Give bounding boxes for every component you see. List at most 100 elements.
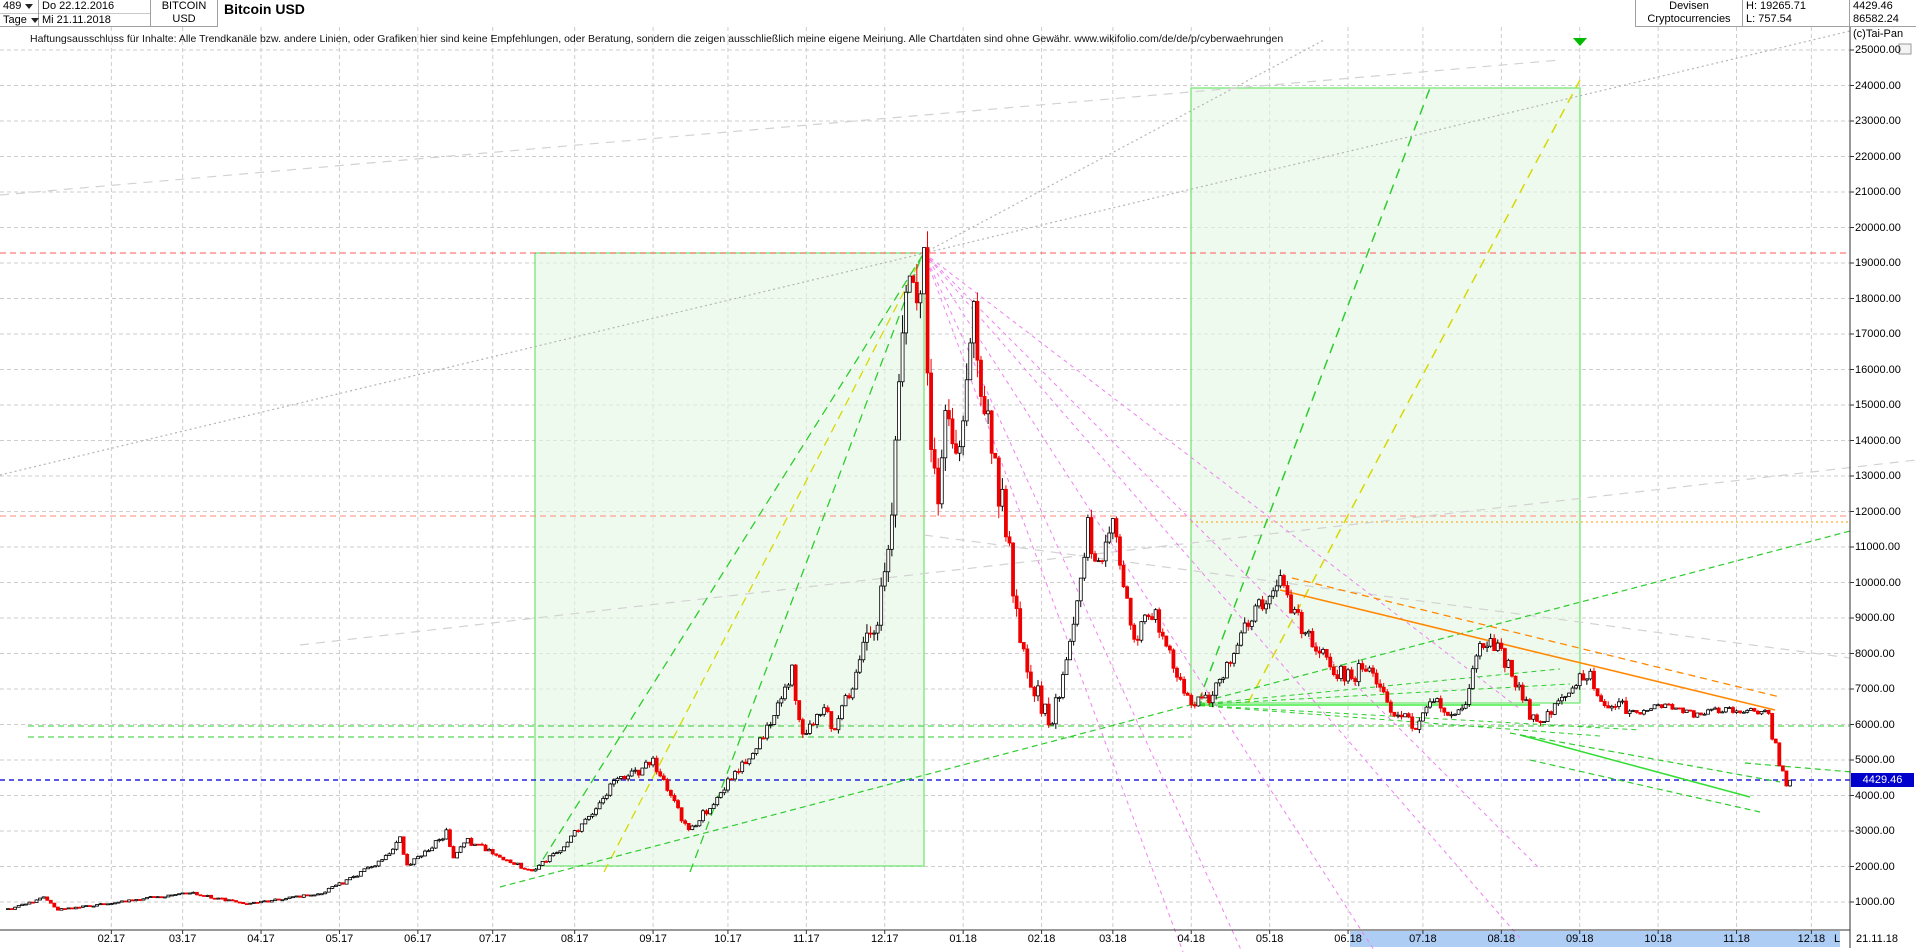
page-title: Bitcoin USD	[224, 1, 305, 17]
magenta-fan-6	[923, 252, 1521, 710]
date-to[interactable]: Mi 21.11.2018	[39, 13, 150, 27]
y-axis-label: 3000.00	[1855, 825, 1895, 837]
last-price-tag: 4429.46	[1851, 773, 1914, 787]
y-axis-label: 16000.00	[1855, 363, 1901, 376]
y-axis-label: 25000.00	[1855, 44, 1901, 56]
x-axis-label-08.17: 08.17	[560, 933, 589, 945]
x-axis-label-05.18: 05.18	[1255, 933, 1284, 945]
gray-dashed-3	[923, 534, 1851, 659]
y-axis-label: 2000.00	[1855, 860, 1895, 873]
y-axis-label: 12000.00	[1855, 505, 1901, 518]
period-label: Tage	[3, 14, 27, 26]
high-low-cell: H: 19265.71 L: 757.54	[1743, 0, 1850, 27]
y-axis-label: 19000.00	[1855, 257, 1901, 269]
zone-2018-projection	[1190, 87, 1581, 704]
x-axis-label-10.18: 10.18	[1644, 933, 1672, 945]
orange-downtrend-solid	[1279, 589, 1776, 711]
x-axis-label-12.18: 12.18	[1797, 933, 1826, 945]
y-axis-label: 11000.00	[1855, 541, 1901, 553]
y-axis-label: 1000.00	[1855, 896, 1895, 908]
y-axis-label: 9000.00	[1855, 612, 1895, 624]
date-from[interactable]: Do 22.12.2016	[42, 0, 115, 12]
period-dropdown[interactable]: Tage	[0, 13, 39, 27]
symbol-cell: BITCOIN USD	[151, 0, 218, 27]
green-channel-bottom	[1529, 759, 1761, 813]
y-axis-label: 18000.00	[1855, 292, 1901, 305]
x-axis-label-06.17: 06.17	[404, 933, 432, 945]
last-price-cell: 4429.46 86582.24	[1850, 0, 1916, 27]
y-axis-label: 7000.00	[1855, 683, 1895, 695]
axis-corner-button[interactable]	[1898, 43, 1912, 55]
x-axis-label-01.18: 01.18	[949, 933, 977, 945]
copyright-label: (c)Tai-Pan	[1853, 28, 1904, 40]
green-support-major	[499, 530, 1851, 888]
x-axis-label-05.17: 05.17	[325, 933, 354, 945]
down-candles	[9, 231, 1789, 911]
x-axis-label-08.18: 08.18	[1487, 933, 1516, 945]
symbol-name: BITCOIN	[161, 0, 207, 12]
x-axis-label-04.18: 04.18	[1177, 933, 1205, 945]
x-axis-label-09.18: 09.18	[1565, 933, 1594, 945]
y-axis-label: 13000.00	[1855, 470, 1901, 482]
y-axis-label: 14000.00	[1855, 434, 1901, 447]
y-axis-label: 6000.00	[1855, 718, 1895, 731]
date-highlight-band	[1350, 931, 1840, 947]
green-fan-2018	[1197, 87, 1431, 704]
green-fan-2017-b	[689, 249, 925, 873]
green-channel-top	[1509, 732, 1781, 783]
category-line1: Devisen	[1669, 0, 1709, 12]
y-axis-label: 20000.00	[1855, 221, 1901, 234]
category-cell: Devisen Cryptocurrencies	[1635, 0, 1743, 27]
volume-value: 86582.24	[1853, 13, 1899, 25]
x-axis-label-06.18: 06.18	[1334, 933, 1362, 945]
x-axis-label-02.18: 02.18	[1027, 933, 1056, 945]
green-apr-fan-2	[1190, 683, 1571, 706]
green-seg-end	[1744, 762, 1853, 773]
gray-dashed-1	[0, 59, 1561, 196]
magenta-fan-5	[923, 252, 1541, 870]
y-axis-label: 15000.00	[1855, 399, 1901, 411]
green-marker-icon	[1573, 38, 1587, 46]
bars-period-cell: 489 Tage	[0, 0, 39, 27]
bars-count: 489	[3, 0, 22, 12]
disclaimer-text: Haftungsausschluss für Inhalte: Alle Tre…	[30, 33, 1284, 45]
green-apr-fan-1	[1190, 668, 1561, 706]
y-axis-label: 4000.00	[1855, 789, 1895, 802]
gray-dotted-2	[923, 39, 1325, 254]
last-date-label: 21.11.18	[1856, 933, 1899, 945]
x-axis-label-09.17: 09.17	[639, 933, 667, 945]
y-axis-label: 5000.00	[1855, 754, 1895, 766]
x-axis-label-11.18: 11.18	[1723, 933, 1750, 945]
y-axis-label: 8000.00	[1855, 647, 1895, 660]
magenta-fan-3	[923, 252, 1375, 951]
zone-2017-rally	[534, 252, 925, 867]
x-axis-label-02.17: 02.17	[97, 933, 126, 945]
green-channel-mid	[1519, 734, 1751, 798]
category-line2: Cryptocurrencies	[1647, 13, 1731, 25]
x-axis-label-03.17: 03.17	[168, 933, 197, 945]
date-range-cell: Do 22.12.2016 Mi 21.11.2018	[39, 0, 151, 27]
yellow-fan-2017	[603, 252, 925, 873]
y-axis-label: 24000.00	[1855, 79, 1901, 92]
y-axis-label: 23000.00	[1855, 115, 1901, 127]
y-axis-label: 22000.00	[1855, 150, 1901, 163]
x-axis-label-12.17: 12.17	[870, 933, 899, 945]
symbol-currency: USD	[172, 13, 196, 25]
y-axis-label: 21000.00	[1855, 186, 1901, 198]
chevron-down-icon	[30, 18, 39, 23]
chevron-down-icon	[25, 4, 34, 9]
x-axis-label-04.17: 04.17	[247, 933, 275, 945]
x-axis-label-10.17: 10.17	[714, 933, 742, 945]
up-candles	[6, 247, 1792, 911]
x-axis-label-11.17: 11.17	[792, 933, 820, 945]
green-apr-fan-3	[1190, 704, 1641, 731]
last-price-value: 4429.46	[1853, 0, 1893, 12]
y-axis-label: 10000.00	[1855, 576, 1901, 589]
green-fan-2017-a	[534, 252, 925, 873]
x-axis-label-03.18: 03.18	[1099, 933, 1127, 945]
bars-count-dropdown[interactable]: 489	[0, 0, 38, 13]
low-value: L: 757.54	[1746, 13, 1792, 25]
y-axis-label: 17000.00	[1855, 328, 1901, 340]
